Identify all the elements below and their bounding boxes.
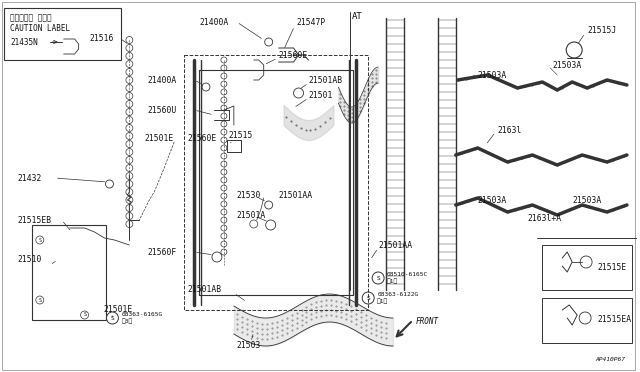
Text: CAUTION LABEL: CAUTION LABEL [10,23,70,32]
Text: 21503: 21503 [237,340,261,350]
Text: S: S [83,312,86,317]
Bar [4,8,122,60]
Text: 21501: 21501 [308,90,333,99]
Text: AT: AT [352,12,363,20]
Text: 21400A: 21400A [147,76,177,84]
Text: 21432: 21432 [18,173,42,183]
Text: 21510: 21510 [18,256,42,264]
Text: 21515EA: 21515EA [597,315,631,324]
Text: 21400A: 21400A [199,17,228,26]
Text: 21560F: 21560F [147,247,177,257]
Text: 21503A: 21503A [552,61,582,70]
Text: コーション ラベル: コーション ラベル [10,13,52,22]
Text: S: S [38,237,41,243]
Text: S: S [366,295,370,301]
Text: 21503A: 21503A [477,71,507,80]
Text: 21501AA: 21501AA [378,241,412,250]
Text: 08363-6165G
（3）: 08363-6165G （3） [122,312,163,324]
Text: 21503A: 21503A [477,196,507,205]
Text: 21516: 21516 [90,33,114,42]
Text: 21560E: 21560E [187,134,216,142]
Text: 21501E: 21501E [144,134,173,142]
Text: 21501AA: 21501AA [278,190,313,199]
Text: 21560E: 21560E [278,51,308,60]
Text: 2163l: 2163l [497,125,522,135]
Text: 21515EB: 21515EB [18,215,52,224]
Text: 21503A: 21503A [572,196,602,205]
Text: 08363-6122G
（1）: 08363-6122G （1） [377,292,419,304]
Text: 21530: 21530 [237,190,261,199]
Text: 21501E: 21501E [104,305,132,314]
Text: S: S [376,276,380,280]
Text: 2163l+A: 2163l+A [527,214,561,222]
Bar [542,298,632,343]
Text: FRONT: FRONT [416,317,439,327]
Bar [32,225,106,320]
Text: 21515: 21515 [229,131,253,140]
Bar [542,245,632,290]
Text: S: S [38,298,41,302]
Text: 21515E: 21515E [597,263,627,273]
Text: 21501AB: 21501AB [187,285,221,295]
Text: 21515J: 21515J [587,26,616,35]
Text: 21501AB: 21501AB [308,76,342,84]
Text: 21501A: 21501A [237,211,266,219]
Text: 21560U: 21560U [147,106,177,115]
Text: AP410P67: AP410P67 [595,357,625,362]
Text: 21435N: 21435N [10,38,38,46]
Text: 08510-6165C
（1）: 08510-6165C （1） [387,272,428,284]
Text: S: S [111,315,115,321]
Text: 21547P: 21547P [296,17,326,26]
